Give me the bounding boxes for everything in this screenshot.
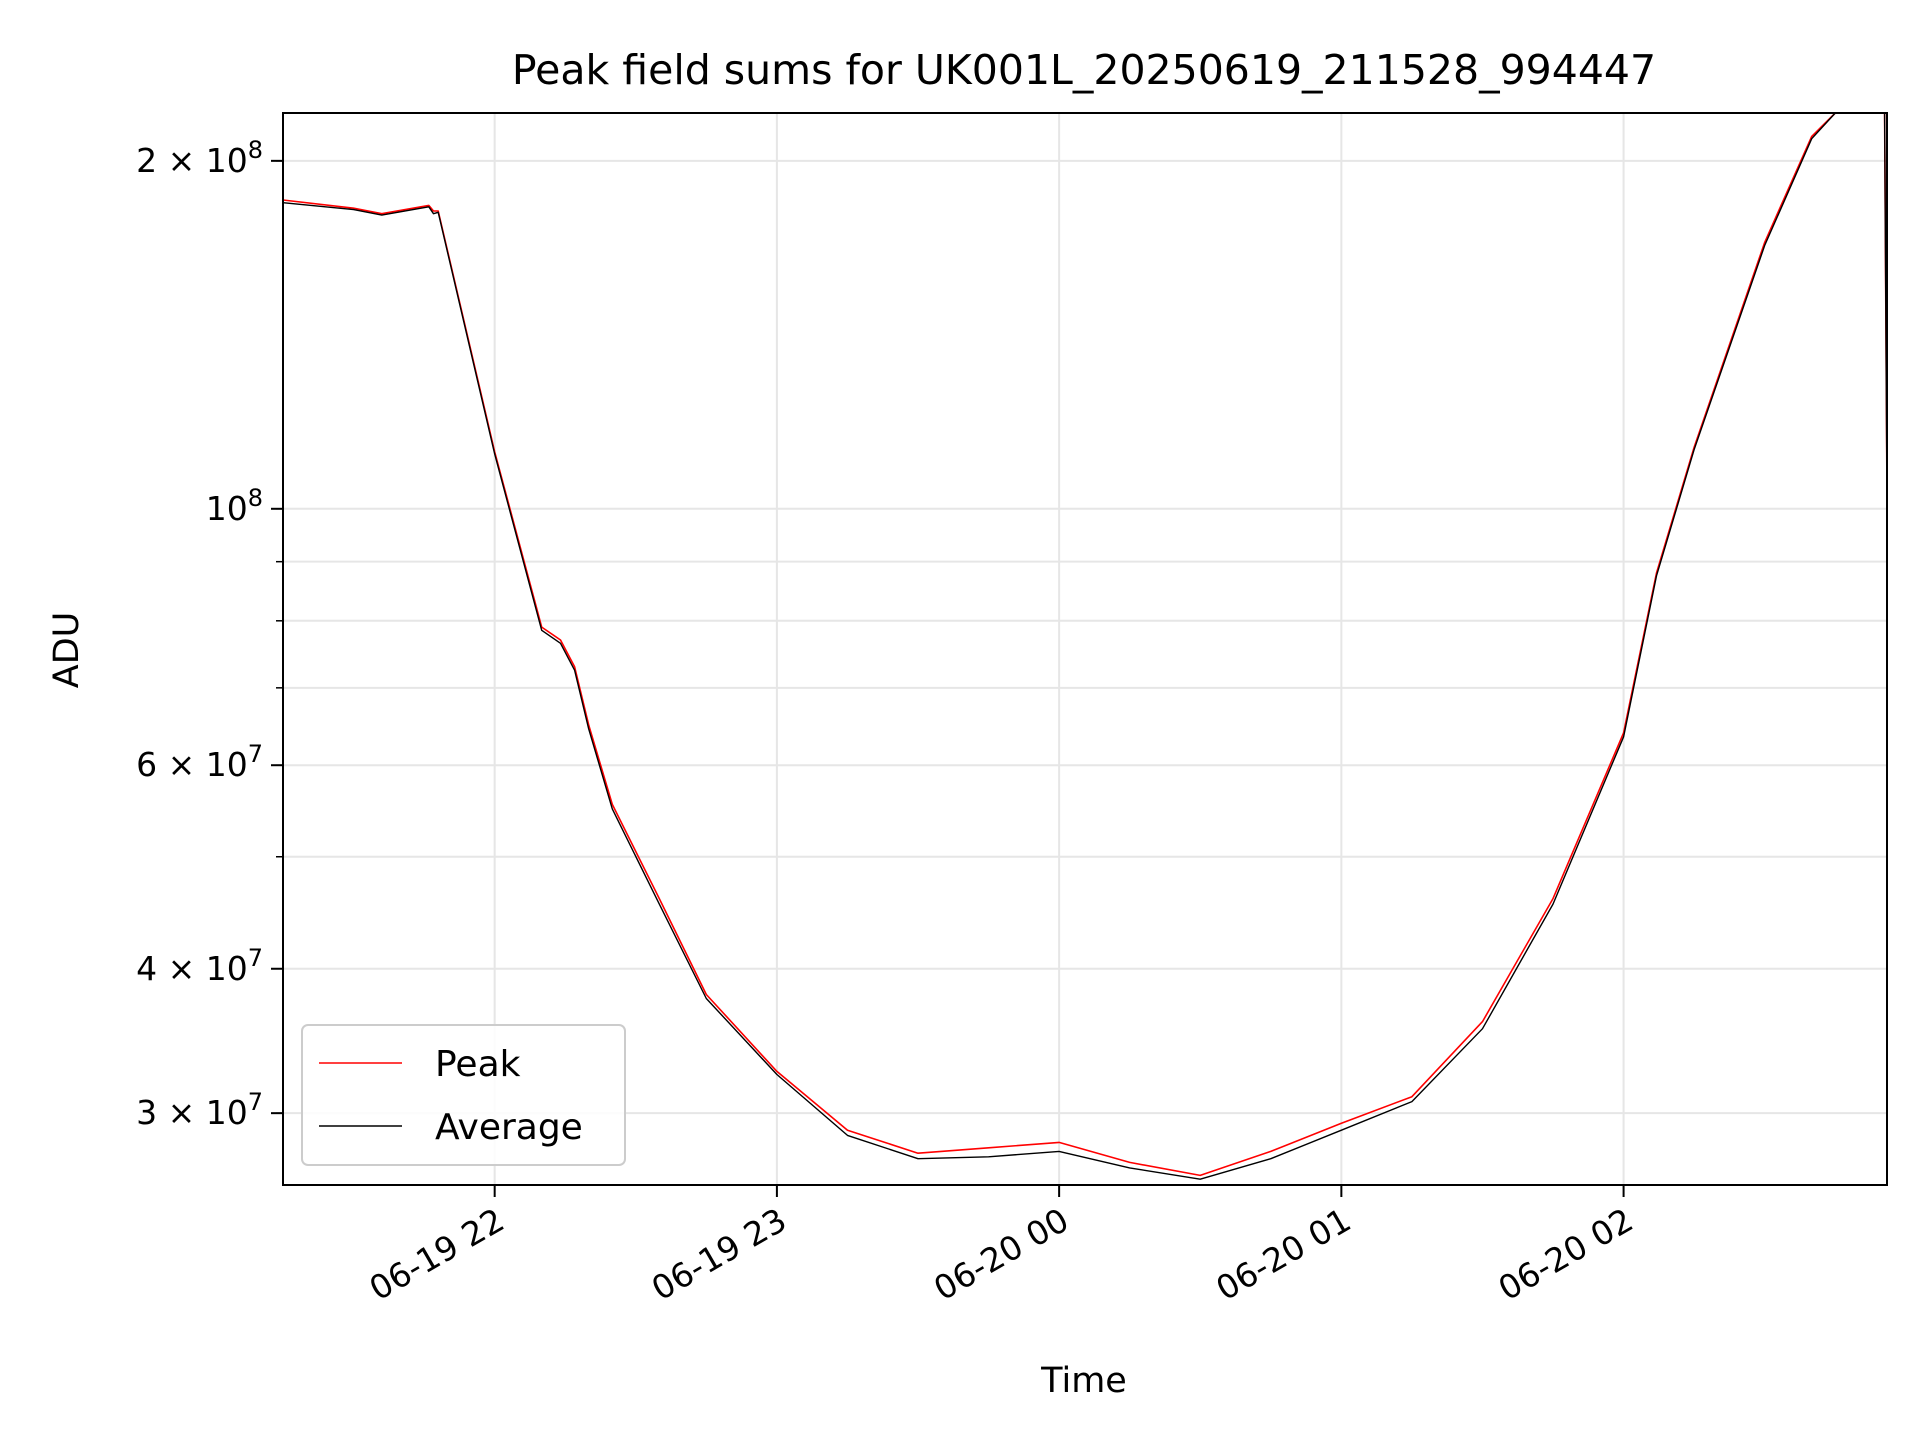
y-tick-label: 4 × 107 [136, 944, 263, 988]
grid-layer [283, 113, 1887, 1185]
legend-label-average: Average [435, 1107, 583, 1148]
y-axis-label: ADU [47, 612, 87, 689]
y-tick-label: 6 × 107 [136, 740, 263, 784]
y-tick-label: 108 [206, 484, 263, 528]
y-tick-label: 2 × 108 [136, 136, 263, 180]
series-layer [282, 112, 1888, 1180]
legend: Peak Average [301, 1024, 626, 1166]
x-axis-label: Time [1040, 1361, 1127, 1401]
chart-title: Peak field sums for UK001L_20250619_2115… [512, 46, 1656, 94]
series-line-average [282, 112, 1888, 1180]
plot-frame [282, 112, 1888, 1186]
y-tick-label: 3 × 107 [136, 1088, 263, 1132]
legend-label-peak: Peak [435, 1044, 521, 1085]
legend-box [301, 1024, 626, 1166]
